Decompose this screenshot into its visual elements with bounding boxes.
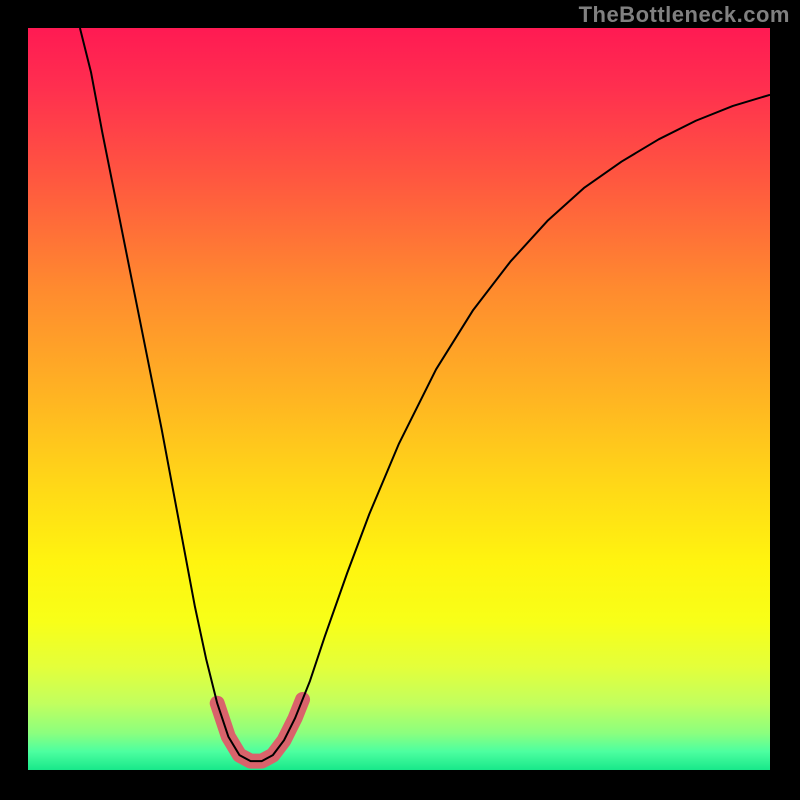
frame-border — [0, 772, 800, 800]
watermark-text: TheBottleneck.com — [579, 2, 790, 28]
frame-border — [0, 0, 28, 800]
frame-border — [772, 0, 800, 800]
bottleneck-chart — [0, 0, 800, 800]
